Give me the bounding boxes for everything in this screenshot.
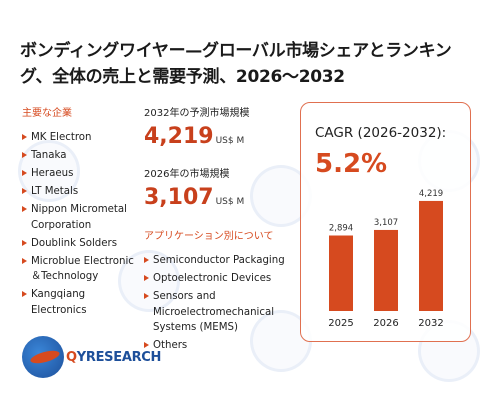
market-2032-unit: US$ M xyxy=(215,136,245,146)
company-name: Kangqiang Electronics xyxy=(31,289,87,316)
bullet-arrow-icon xyxy=(22,257,27,264)
bullet-arrow-icon xyxy=(22,170,27,176)
cagr-label: CAGR (2026-2032): xyxy=(315,125,447,141)
logo-text: QYRESEARCH xyxy=(66,349,162,365)
application-name: Semiconductor Packaging xyxy=(153,255,285,266)
company-list: MK Electron Tanaka Heraeus LT Metals Nip… xyxy=(22,130,142,321)
company-name: MK Electron xyxy=(31,132,92,143)
list-item: MK Electron xyxy=(22,130,142,146)
company-name: Nippon Micrometal Corporation xyxy=(31,204,127,231)
list-item: Nippon Micrometal Corporation xyxy=(22,202,142,233)
application-list: Semiconductor Packaging Optoelectronic D… xyxy=(144,253,294,356)
application-name: Sensors and Microelectromechanical Syste… xyxy=(153,291,275,333)
company-name: Heraeus xyxy=(31,168,74,179)
bar-2032 xyxy=(419,200,443,311)
list-item: Optoelectronic Devices xyxy=(144,271,294,287)
watermark-circle xyxy=(18,140,80,202)
cagr-value: 5.2% xyxy=(315,149,388,179)
list-item: Semiconductor Packaging xyxy=(144,253,294,269)
bullet-arrow-icon xyxy=(144,293,149,299)
market-2026-number: 3,107 xyxy=(144,185,214,210)
bullet-arrow-icon xyxy=(22,188,27,194)
list-item: Microblue Electronic ＆Technology xyxy=(22,254,142,285)
market-2032-label: 2032年の予測市場規模 xyxy=(144,108,250,119)
market-2026-label: 2026年の市場規模 xyxy=(144,169,230,180)
list-item: LT Metals xyxy=(22,184,142,200)
list-item: Sensors and Microelectromechanical Syste… xyxy=(144,289,294,336)
x-tick-label: 2032 xyxy=(418,318,443,329)
application-name: Optoelectronic Devices xyxy=(153,273,272,284)
company-name: Doublink Solders xyxy=(31,237,118,249)
company-name: LT Metals xyxy=(31,186,79,197)
bullet-arrow-icon xyxy=(144,257,149,263)
watermark-circle xyxy=(118,250,180,312)
bullet-arrow-icon xyxy=(22,239,27,246)
bullet-arrow-icon xyxy=(22,152,27,158)
applications-heading: アプリケーション別について xyxy=(144,231,274,242)
market-2026-value: 3,107 US$ M xyxy=(144,185,244,210)
list-item: Tanaka xyxy=(22,148,142,164)
market-2026-unit: US$ M xyxy=(215,197,245,207)
list-item: Others xyxy=(144,338,294,354)
bar-value-label: 4,219 xyxy=(419,189,443,199)
page-title: ボンディングワイヤー—グローバル市場シェアとランキング、全体の売上と需要予測、2… xyxy=(20,41,452,87)
market-2032-number: 4,219 xyxy=(144,124,214,149)
bar-value-label: 2,894 xyxy=(329,224,353,234)
bullet-arrow-icon xyxy=(144,275,149,281)
list-item: Heraeus xyxy=(22,166,142,182)
list-item: Doublink Solders xyxy=(22,236,142,252)
bar-chart: 2,894 2025 3,107 2026 4,219 2032 xyxy=(328,189,443,329)
x-tick-label: 2025 xyxy=(328,318,353,329)
bullet-arrow-icon xyxy=(144,342,149,348)
cagr-panel: CAGR (2026-2032): 5.2% 2,894 2025 3,107 202… xyxy=(300,102,471,342)
bullet-arrow-icon xyxy=(22,206,27,212)
company-name: Microblue Electronic ＆Technology xyxy=(31,255,134,283)
bullet-arrow-icon xyxy=(22,291,27,297)
list-item: Kangqiang Electronics xyxy=(22,287,142,318)
x-tick-label: 2026 xyxy=(373,318,398,329)
bullet-arrow-icon xyxy=(22,134,27,140)
bar-value-label: 3,107 xyxy=(374,218,398,228)
application-name: Others xyxy=(153,340,188,351)
companies-heading: 主要な企業 xyxy=(22,108,72,119)
bar-2025 xyxy=(329,235,353,311)
qyresearch-logo: QYRESEARCH xyxy=(22,336,161,378)
market-2032-value: 4,219 US$ M xyxy=(144,124,244,149)
logo-globe-icon xyxy=(22,336,64,378)
bar-2026 xyxy=(374,229,398,311)
company-name: Tanaka xyxy=(31,150,67,161)
